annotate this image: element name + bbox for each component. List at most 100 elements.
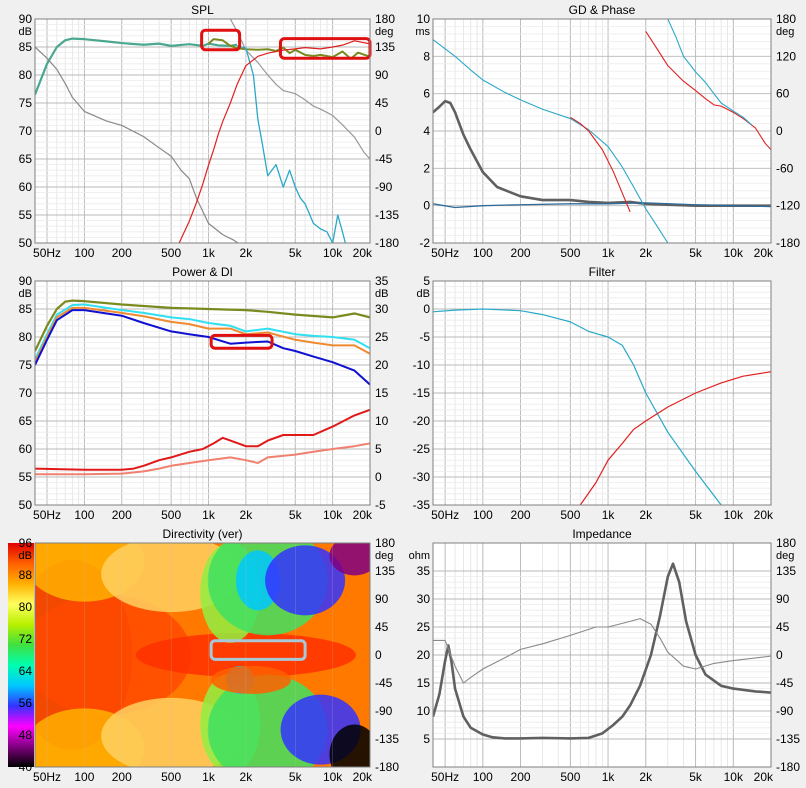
x-tick-label: 2k <box>240 246 254 260</box>
y-tick-label: 80 <box>19 600 33 614</box>
y2-tick-label: -180 <box>776 236 800 250</box>
power-series-3 <box>35 309 370 386</box>
y-tick-label: 65 <box>19 152 33 166</box>
x-tick-label: 10k <box>323 508 343 522</box>
y2-tick-label: 60 <box>776 87 790 101</box>
y-tick-label: 85 <box>19 302 33 316</box>
power-series-5 <box>35 442 370 476</box>
y2-tick-label: 45 <box>375 620 389 634</box>
y2-tick-label: 135 <box>375 40 395 54</box>
y-tick-label: 75 <box>19 358 33 372</box>
x-tick-label: 5k <box>689 246 703 260</box>
x-tick-label: 20k <box>754 508 774 522</box>
y-tick-label: 80 <box>19 330 33 344</box>
power-y2-unit: dB <box>375 288 388 300</box>
x-tick-label: 500 <box>560 508 580 522</box>
y2-tick-label: -90 <box>375 704 393 718</box>
impedance-series-1 <box>433 618 771 684</box>
filter-chart: Filter 50Hz 100 200 500 1k 2k 5k 10k 20k -35 -30 -25… <box>413 265 774 522</box>
x-tick-label: 100 <box>473 508 493 522</box>
y-tick-label: -20 <box>413 414 431 428</box>
spl-series-5 <box>178 40 370 243</box>
spl-chart: SPL 50Hz 100 200 500 1k 2k 5k 10k 20k 50 55 60 65 70 75… <box>19 3 400 260</box>
y2-tick-label: -45 <box>375 152 393 166</box>
x-tick-label: 20k <box>754 770 774 784</box>
x-tick-label: 50Hz <box>431 508 459 522</box>
y2-tick-label: -45 <box>776 676 794 690</box>
impedance-y2-unit: deg <box>776 550 794 562</box>
y-tick-label: 15 <box>417 676 431 690</box>
x-tick-label: 1k <box>602 770 616 784</box>
y2-tick-label: 180 <box>375 12 395 26</box>
x-tick-label: 1k <box>202 246 216 260</box>
y2-tick-label: 90 <box>375 68 389 82</box>
y2-tick-label: 0 <box>375 124 382 138</box>
y2-tick-label: 90 <box>375 592 389 606</box>
y2-tick-label: 0 <box>375 470 382 484</box>
power-series-2 <box>35 306 370 363</box>
filter-title: Filter <box>589 265 616 279</box>
x-tick-label: 2k <box>240 508 254 522</box>
x-tick-label: 100 <box>74 508 94 522</box>
x-tick-label: 10k <box>724 246 744 260</box>
y2-tick-label: 30 <box>375 302 389 316</box>
y2-tick-label: 135 <box>776 564 796 578</box>
x-tick-label: 10k <box>724 770 744 784</box>
impedance-title: Impedance <box>572 527 632 541</box>
gd-series-1 <box>433 202 771 209</box>
y-tick-label: 72 <box>19 632 33 646</box>
x-tick-label: 20k <box>353 508 373 522</box>
impedance-series-0 <box>433 562 771 740</box>
y-tick-label: 56 <box>19 696 33 710</box>
impedance-frame <box>432 542 772 768</box>
y-tick-label: -5 <box>419 330 430 344</box>
x-tick-label: 20k <box>353 246 373 260</box>
x-tick-label: 1k <box>202 508 216 522</box>
x-tick-label: 50Hz <box>33 508 61 522</box>
heatmap-cyan-up <box>235 550 280 611</box>
y-tick-label: -30 <box>413 470 431 484</box>
y-tick-label: 55 <box>19 208 33 222</box>
gd-series-3 <box>570 116 631 213</box>
filter-series-1 <box>579 371 771 505</box>
x-tick-label: 10k <box>323 770 343 784</box>
x-tick-label: 2k <box>639 508 653 522</box>
gd-series-5 <box>667 19 752 126</box>
y-tick-label: 0 <box>423 302 430 316</box>
impedance-y-unit: ohm <box>409 550 430 562</box>
x-tick-label: 5k <box>689 770 703 784</box>
y-tick-label: -25 <box>413 442 431 456</box>
y2-tick-label: 15 <box>375 386 389 400</box>
directivity-heatmap <box>35 543 370 767</box>
x-tick-label: 20k <box>754 246 774 260</box>
spl-series-2 <box>35 46 239 243</box>
power-highlight-box-0 <box>209 333 274 350</box>
y-tick-label: 5 <box>423 274 430 288</box>
directivity-highlight-box-0 <box>209 639 307 661</box>
x-tick-label: 200 <box>511 508 531 522</box>
y2-tick-label: 120 <box>776 49 796 63</box>
x-tick-label: 500 <box>560 246 580 260</box>
y-tick-label: -35 <box>413 498 431 512</box>
x-tick-label: 5k <box>289 508 303 522</box>
x-tick-label: 100 <box>473 770 493 784</box>
y2-tick-label: 0 <box>776 124 783 138</box>
y2-tick-label: -120 <box>776 199 800 213</box>
spl-title: SPL <box>191 3 214 17</box>
y2-tick-label: -135 <box>776 732 800 746</box>
power-frame <box>34 280 371 506</box>
heatmap-lobe-down <box>211 665 292 694</box>
y-tick-label: 65 <box>19 414 33 428</box>
spl-y-unit: dB <box>19 26 32 38</box>
y-tick-label: 60 <box>19 442 33 456</box>
x-tick-label: 200 <box>511 246 531 260</box>
directivity-frame <box>34 542 371 768</box>
power-y-unit: dB <box>19 288 32 300</box>
y2-tick-label: 90 <box>776 592 790 606</box>
y-tick-label: 55 <box>19 470 33 484</box>
directivity-chart: Directivity (ver) 50Hz 100 200 500 1k 2k 5k 10k 2… <box>8 527 399 784</box>
x-tick-label: 2k <box>639 246 653 260</box>
